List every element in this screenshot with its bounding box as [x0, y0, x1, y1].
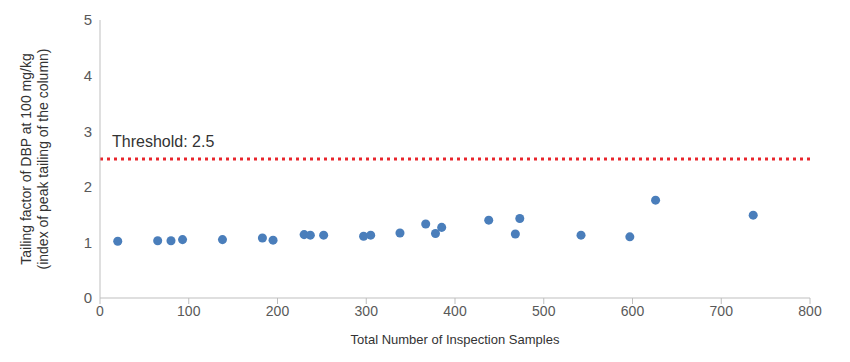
svg-text:400: 400	[443, 303, 467, 319]
svg-text:Threshold: 2.5: Threshold: 2.5	[112, 133, 214, 150]
svg-text:4: 4	[84, 67, 92, 84]
svg-text:5: 5	[84, 11, 92, 28]
svg-text:1: 1	[84, 234, 92, 251]
svg-text:500: 500	[532, 303, 556, 319]
svg-text:300: 300	[355, 303, 379, 319]
svg-text:100: 100	[177, 303, 201, 319]
svg-text:Tailing factor of DBP at 100 m: Tailing factor of DBP at 100 mg/kg(index…	[18, 48, 51, 269]
svg-text:700: 700	[710, 303, 734, 319]
svg-text:3: 3	[84, 123, 92, 140]
svg-text:2: 2	[84, 178, 92, 195]
svg-text:Total Number of Inspection Sam: Total Number of Inspection Samples	[351, 332, 560, 347]
svg-text:200: 200	[266, 303, 290, 319]
svg-text:600: 600	[621, 303, 645, 319]
svg-text:800: 800	[798, 303, 822, 319]
svg-text:0: 0	[96, 303, 104, 319]
svg-text:0: 0	[84, 289, 92, 306]
